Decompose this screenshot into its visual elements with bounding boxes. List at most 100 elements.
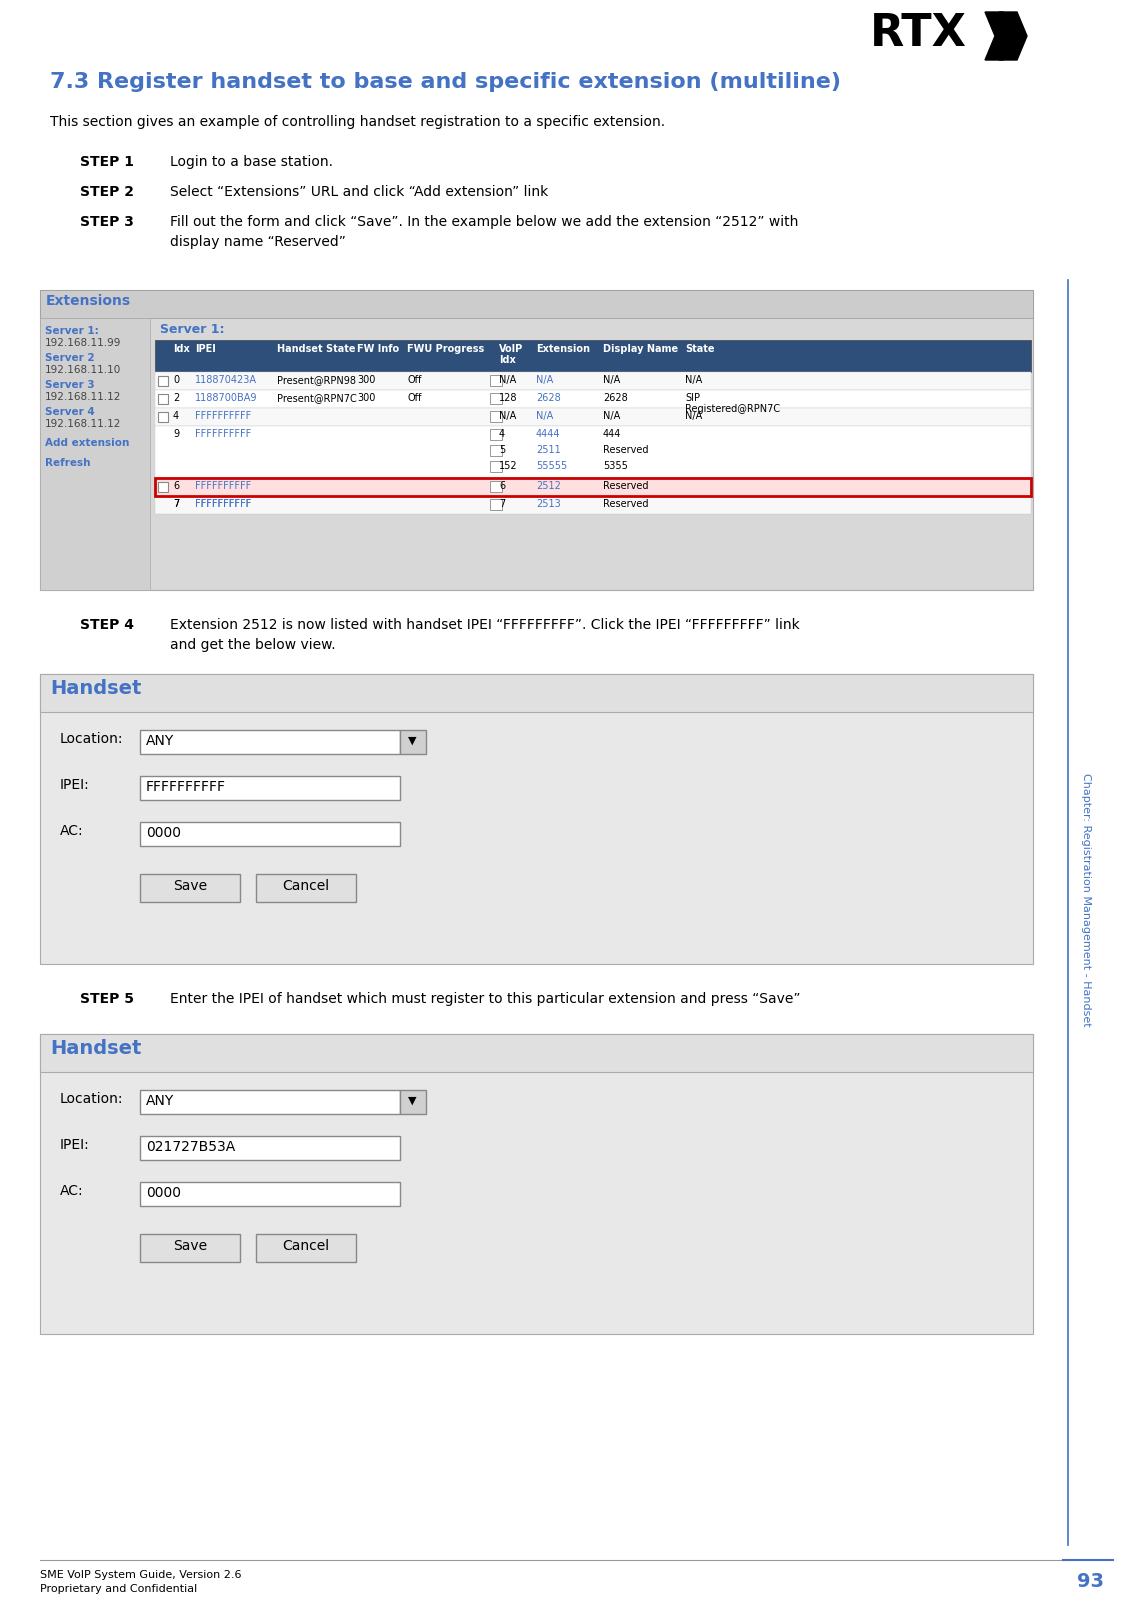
Bar: [400, 730, 426, 755]
Bar: [155, 479, 1031, 497]
Text: 93: 93: [1077, 1573, 1105, 1591]
Bar: [158, 394, 168, 404]
Text: 1188700BA9: 1188700BA9: [195, 393, 257, 403]
Text: 192.168.11.12: 192.168.11.12: [45, 393, 121, 403]
Text: Enter the IPEI of handset which must register to this particular extension and p: Enter the IPEI of handset which must reg…: [170, 992, 801, 1006]
Bar: [40, 674, 1033, 712]
Bar: [490, 411, 502, 422]
Text: Handset State: Handset State: [277, 344, 356, 354]
Text: IPEI:: IPEI:: [60, 777, 90, 792]
Text: STEP 3: STEP 3: [80, 214, 134, 229]
Text: 5: 5: [499, 445, 505, 454]
Text: STEP 2: STEP 2: [80, 185, 134, 200]
Text: N/A: N/A: [603, 375, 620, 385]
Text: 2513: 2513: [536, 498, 560, 510]
Text: and get the below view.: and get the below view.: [170, 638, 336, 652]
Text: ▼: ▼: [408, 1096, 417, 1105]
Text: Login to a base station.: Login to a base station.: [170, 156, 334, 169]
Text: 2512: 2512: [536, 480, 560, 492]
Text: N/A: N/A: [536, 375, 554, 385]
Text: FFFFFFFFFF: FFFFFFFFFF: [195, 498, 252, 510]
Bar: [140, 1136, 400, 1160]
Text: N/A: N/A: [685, 411, 702, 420]
Text: 4444: 4444: [536, 428, 560, 438]
Text: Extension: Extension: [536, 344, 590, 354]
Text: 0000: 0000: [146, 1186, 181, 1199]
Text: N/A: N/A: [499, 375, 517, 385]
Bar: [155, 479, 1031, 497]
Text: Server 4: Server 4: [45, 407, 94, 417]
Text: Fill out the form and click “Save”. In the example below we add the extension “2: Fill out the form and click “Save”. In t…: [170, 214, 798, 229]
Text: N/A: N/A: [603, 411, 620, 420]
Text: 5355: 5355: [603, 461, 628, 471]
Text: Idx: Idx: [499, 355, 515, 365]
Text: Save: Save: [173, 880, 207, 893]
Text: Present@RPN7C: Present@RPN7C: [277, 393, 357, 403]
Text: RTX: RTX: [870, 11, 967, 55]
Text: FW Info: FW Info: [357, 344, 399, 354]
Bar: [256, 1233, 356, 1263]
Text: Server 1:: Server 1:: [45, 326, 99, 336]
Bar: [158, 412, 168, 422]
Text: Present@RPN98: Present@RPN98: [277, 375, 356, 385]
Text: STEP 1: STEP 1: [80, 156, 134, 169]
Text: 4: 4: [173, 411, 180, 420]
Text: Extensions: Extensions: [46, 294, 131, 308]
Bar: [40, 674, 1033, 964]
Text: 4: 4: [499, 428, 505, 438]
Text: ANY: ANY: [146, 734, 174, 748]
Text: 021727B53A: 021727B53A: [146, 1139, 235, 1154]
Text: FFFFFFFFFF: FFFFFFFFFF: [195, 480, 252, 492]
Text: State: State: [685, 344, 714, 354]
Bar: [155, 339, 1031, 372]
Bar: [490, 428, 502, 440]
Text: 0: 0: [173, 375, 180, 385]
Bar: [490, 375, 502, 386]
Bar: [140, 1091, 400, 1113]
Text: This section gives an example of controlling handset registration to a specific : This section gives an example of control…: [51, 115, 665, 128]
Bar: [256, 875, 356, 902]
Bar: [490, 480, 502, 492]
Text: 192.168.11.12: 192.168.11.12: [45, 419, 121, 428]
Text: 300: 300: [357, 375, 375, 385]
Text: 2: 2: [173, 393, 180, 403]
Text: 128: 128: [499, 393, 518, 403]
Text: 2511: 2511: [536, 445, 560, 454]
Text: Refresh: Refresh: [45, 458, 91, 467]
Text: IPEI: IPEI: [195, 344, 216, 354]
Text: FWU Progress: FWU Progress: [407, 344, 484, 354]
Text: Cancel: Cancel: [283, 880, 329, 893]
Bar: [40, 1034, 1033, 1073]
Bar: [490, 461, 502, 472]
Text: ▼: ▼: [408, 735, 417, 747]
Text: N/A: N/A: [499, 411, 517, 420]
Text: Server 1:: Server 1:: [159, 323, 225, 336]
Bar: [158, 377, 168, 386]
Text: Registered@RPN7C: Registered@RPN7C: [685, 404, 780, 414]
Text: 6: 6: [173, 480, 180, 492]
Bar: [400, 1091, 426, 1113]
Text: 6: 6: [499, 480, 505, 492]
Bar: [140, 1233, 240, 1263]
Bar: [40, 318, 150, 591]
Bar: [140, 776, 400, 800]
Text: VoIP: VoIP: [499, 344, 523, 354]
Text: 118870423A: 118870423A: [195, 375, 257, 385]
Bar: [155, 372, 1031, 390]
Text: Extension 2512 is now listed with handset IPEI “FFFFFFFFF”. Click the IPEI “FFFF: Extension 2512 is now listed with handse…: [170, 618, 800, 631]
Text: SIP: SIP: [685, 393, 700, 403]
Text: AC:: AC:: [60, 824, 83, 837]
Text: 7: 7: [173, 498, 180, 510]
Bar: [140, 1182, 400, 1206]
Text: Off: Off: [407, 393, 421, 403]
Text: Idx: Idx: [173, 344, 190, 354]
Text: Chapter: Registration Management - Handset: Chapter: Registration Management - Hands…: [1081, 773, 1092, 1027]
Text: Location:: Location:: [60, 1092, 124, 1105]
Text: 192.168.11.10: 192.168.11.10: [45, 365, 121, 375]
Text: Reserved: Reserved: [603, 445, 648, 454]
Text: display name “Reserved”: display name “Reserved”: [170, 235, 346, 248]
Text: 9: 9: [173, 428, 180, 438]
Text: Server 2: Server 2: [45, 352, 94, 364]
Bar: [140, 821, 400, 846]
Bar: [158, 482, 168, 492]
